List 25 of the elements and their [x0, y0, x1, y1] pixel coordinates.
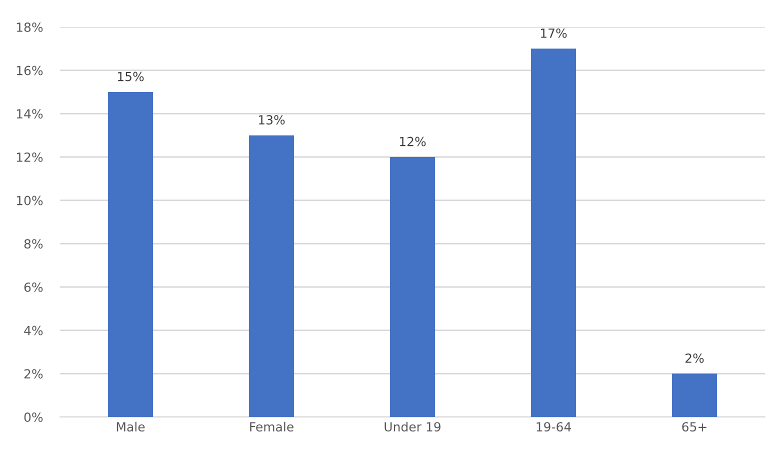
y-tick-label: 16%	[16, 66, 43, 76]
y-tick-label: 10%	[16, 196, 43, 206]
y-tick-label: 18%	[16, 22, 43, 32]
bar	[672, 374, 718, 417]
x-tick-label: Male	[116, 422, 145, 432]
y-tick-label: 14%	[16, 109, 43, 119]
y-tick-label: 0%	[24, 412, 43, 422]
x-tick-label: Female	[250, 422, 294, 432]
bar	[530, 48, 576, 417]
x-tick-label: 19-64	[536, 422, 571, 432]
y-tick-label: 2%	[24, 369, 43, 379]
bar	[248, 135, 294, 417]
y-tick-label: 4%	[24, 326, 43, 336]
y-tick-label: 12%	[16, 152, 43, 162]
data-label: 2%	[686, 353, 704, 363]
bar	[390, 157, 436, 417]
y-tick-label: 8%	[24, 239, 43, 249]
x-tick-label: 65+	[682, 422, 706, 432]
data-label: 15%	[118, 72, 144, 82]
data-label: 12%	[400, 136, 426, 146]
bar	[108, 92, 154, 417]
data-label: 17%	[540, 28, 567, 38]
y-tick-label: 6%	[24, 282, 43, 292]
x-tick-label: Under 19	[384, 422, 440, 432]
data-label: 13%	[258, 115, 285, 125]
